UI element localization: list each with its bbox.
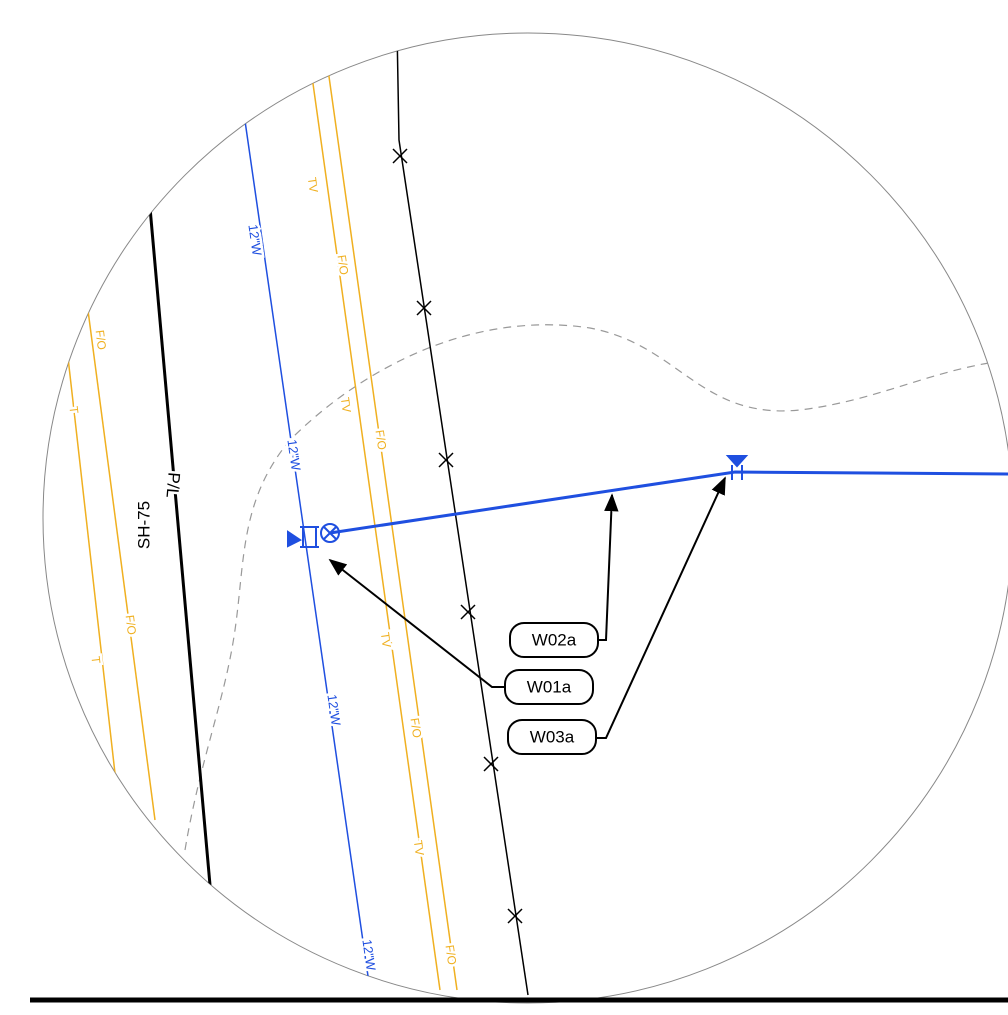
fence-marks <box>392 148 523 924</box>
fo-label: F/O <box>334 254 351 276</box>
t-line <box>63 321 119 801</box>
water-label: 12"W <box>324 693 343 727</box>
water-line <box>241 99 371 991</box>
fence-x <box>483 756 499 772</box>
valve <box>287 455 749 548</box>
callout-label: W01a <box>527 677 572 696</box>
property-label: P/L <box>162 472 183 499</box>
fence-x <box>460 604 476 620</box>
tv-label: TV <box>411 839 427 856</box>
callout-box <box>507 719 597 755</box>
water-label: 12"W <box>359 938 378 972</box>
fence-x <box>507 908 523 924</box>
fence <box>396 33 529 996</box>
fo-line <box>324 47 458 991</box>
tv-label: TV <box>378 631 394 648</box>
callout-box <box>504 669 594 705</box>
road-label: SH-75 <box>134 501 153 549</box>
water-label: 12"W <box>284 438 303 472</box>
fo-line <box>83 279 156 821</box>
fence-x <box>438 452 454 468</box>
tv-line <box>307 47 441 991</box>
fo-label: F/O <box>123 614 139 636</box>
detail-circle <box>42 32 1008 1004</box>
water-label: 12"W <box>245 223 264 257</box>
fo-label: F/O <box>93 329 109 351</box>
callout-box <box>509 622 599 658</box>
water-main <box>329 470 1008 535</box>
fence-x <box>416 300 432 316</box>
t-label: T <box>88 655 103 665</box>
tv-label: TV <box>305 176 321 193</box>
property-line <box>146 184 212 886</box>
fo-label: F/O <box>407 717 424 739</box>
callout-label: W03a <box>530 727 575 746</box>
callout-label: W02a <box>532 630 577 649</box>
fence-x <box>392 148 408 164</box>
tv-label: TV <box>338 396 354 413</box>
fo-label: F/O <box>372 429 389 451</box>
fo-label: F/O <box>442 944 459 966</box>
boundary <box>184 324 1008 851</box>
